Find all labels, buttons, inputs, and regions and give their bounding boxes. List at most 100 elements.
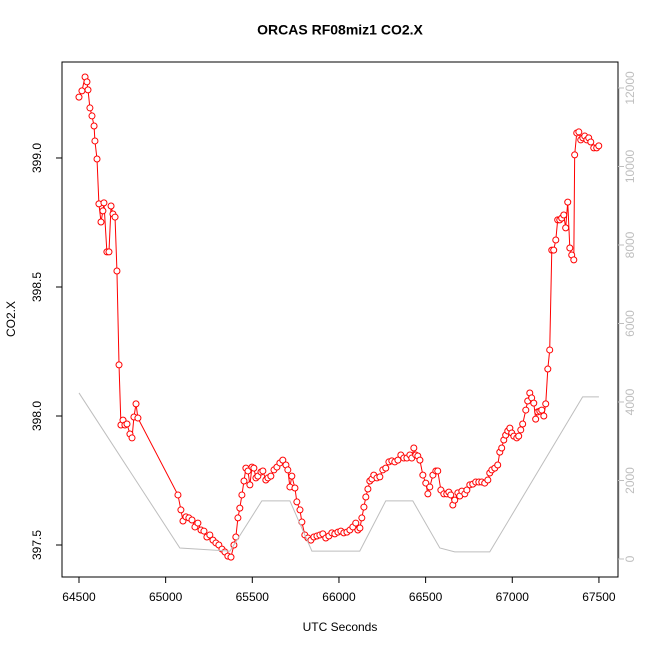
data-point xyxy=(550,246,558,254)
data-point xyxy=(284,466,292,474)
data-point xyxy=(382,464,390,472)
data-point xyxy=(522,406,530,414)
data-point xyxy=(100,199,108,207)
y2-tick-label: 8000 xyxy=(623,231,637,258)
data-point xyxy=(434,467,442,475)
x-tick-label: 65500 xyxy=(236,590,270,604)
y2-tick-label: 12000 xyxy=(623,71,637,105)
data-point xyxy=(517,426,525,434)
data-point xyxy=(188,516,196,524)
data-point xyxy=(288,472,296,480)
data-point xyxy=(83,78,91,86)
data-point xyxy=(227,553,235,561)
data-point xyxy=(447,491,455,499)
data-point xyxy=(113,267,121,275)
y2-tick-label: 2000 xyxy=(623,467,637,494)
x-tick-label: 67000 xyxy=(496,590,530,604)
data-point xyxy=(451,496,459,504)
data-point xyxy=(419,471,427,479)
data-point xyxy=(240,477,248,485)
data-point xyxy=(75,93,83,101)
data-point xyxy=(515,432,523,440)
data-point xyxy=(132,400,140,408)
data-point xyxy=(424,490,432,498)
data-point xyxy=(97,218,105,226)
data-point xyxy=(356,524,364,532)
data-point xyxy=(123,420,131,428)
y-tick-label: 399.0 xyxy=(30,143,44,173)
data-point xyxy=(358,514,366,522)
data-point xyxy=(542,400,550,408)
data-point xyxy=(115,361,123,369)
data-point xyxy=(564,198,572,206)
data-point xyxy=(463,486,471,494)
y2-tick-label: 0 xyxy=(623,555,637,562)
data-point xyxy=(200,527,208,535)
x-axis-label: UTC Seconds xyxy=(303,620,378,634)
data-point xyxy=(296,506,304,514)
data-point xyxy=(352,519,360,527)
data-point xyxy=(595,142,603,150)
data-point xyxy=(250,464,258,472)
y2-tick-label: 4000 xyxy=(623,388,637,415)
data-point xyxy=(484,476,492,484)
chart-title: ORCAS RF08miz1 CO2.X xyxy=(257,22,423,38)
data-point xyxy=(105,248,113,256)
data-point xyxy=(498,444,506,452)
data-point xyxy=(571,151,579,159)
data-point xyxy=(134,414,142,422)
data-point xyxy=(570,256,578,264)
x-tick-label: 66000 xyxy=(322,590,356,604)
data-point xyxy=(78,87,86,95)
data-point xyxy=(93,155,101,163)
data-point xyxy=(206,531,214,539)
plot-frame xyxy=(61,61,619,578)
data-point xyxy=(194,519,202,527)
data-point xyxy=(90,122,98,130)
data-point xyxy=(86,104,94,112)
x-tick-label: 65000 xyxy=(149,590,183,604)
data-point xyxy=(291,484,299,492)
data-point xyxy=(238,491,246,499)
data-point xyxy=(416,456,424,464)
data-point xyxy=(236,504,244,512)
data-point xyxy=(267,472,275,480)
data-point xyxy=(560,211,568,219)
data-point xyxy=(530,399,538,407)
data-point xyxy=(394,456,402,464)
data-point xyxy=(174,491,182,499)
data-point xyxy=(426,483,434,491)
data-point xyxy=(362,493,370,501)
data-point xyxy=(544,365,552,373)
data-point xyxy=(128,434,136,442)
data-point xyxy=(279,456,287,464)
y2-tick-label: 10000 xyxy=(623,149,637,183)
data-point xyxy=(259,467,267,475)
data-point xyxy=(376,473,384,481)
data-point xyxy=(546,346,554,354)
x-tick-label: 67500 xyxy=(582,590,616,604)
data-point xyxy=(494,461,502,469)
data-point xyxy=(538,406,546,414)
data-point xyxy=(566,244,574,252)
y-tick-label: 398.0 xyxy=(30,401,44,431)
y2-tick-label: 6000 xyxy=(623,310,637,337)
x-tick-label: 64500 xyxy=(62,590,96,604)
data-point xyxy=(587,138,595,146)
data-point xyxy=(107,202,115,210)
series-line xyxy=(78,392,599,553)
data-point xyxy=(177,506,185,514)
data-point xyxy=(293,498,301,506)
data-point xyxy=(562,224,570,232)
data-point xyxy=(519,420,527,428)
x-tick-label: 66500 xyxy=(409,590,443,604)
y-tick-label: 398.5 xyxy=(30,272,44,302)
data-point xyxy=(360,503,368,511)
data-point xyxy=(111,213,119,221)
data-point xyxy=(540,412,548,420)
data-point xyxy=(532,415,540,423)
data-point xyxy=(410,444,418,452)
data-point xyxy=(552,236,560,244)
